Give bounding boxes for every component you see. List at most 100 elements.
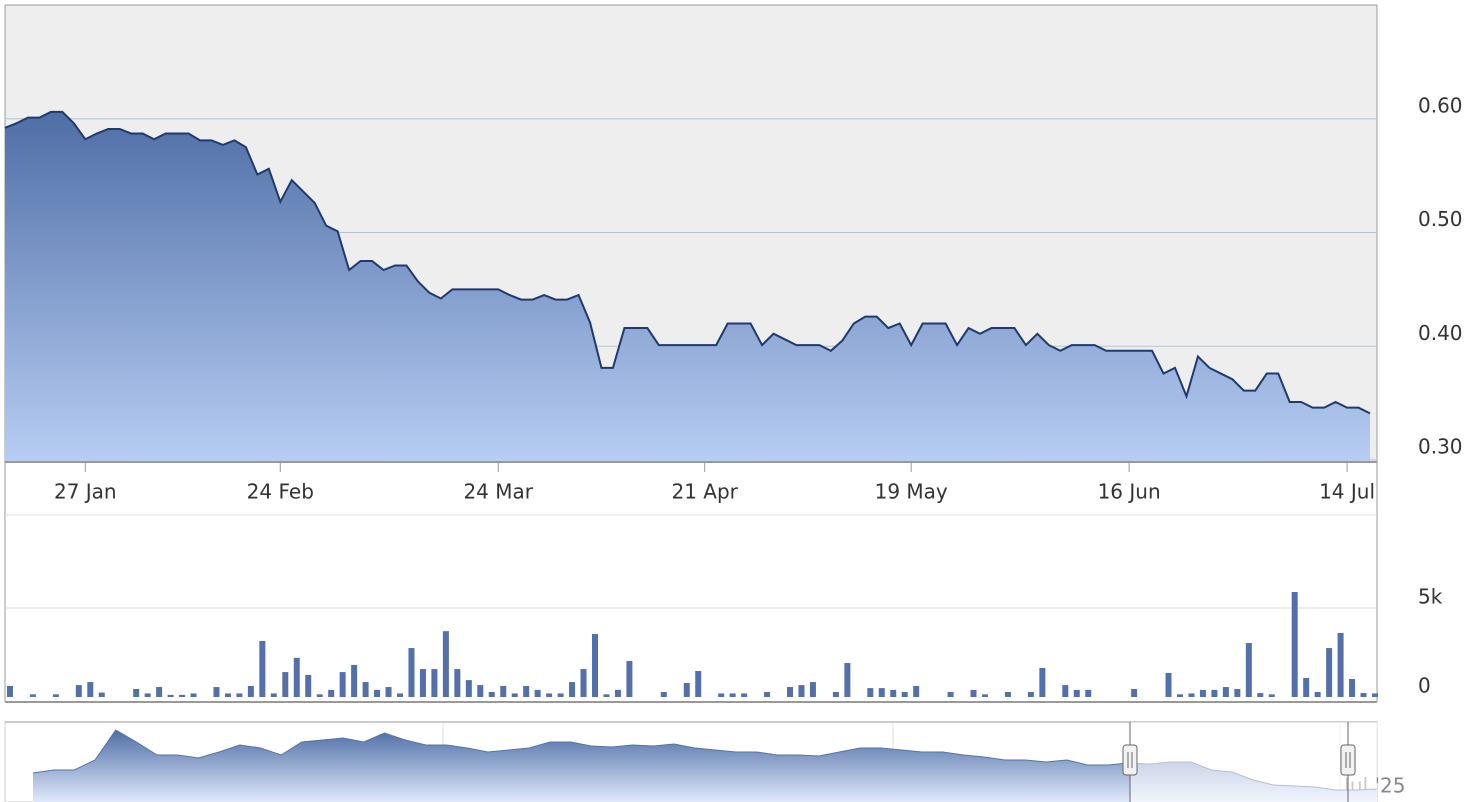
x-tick-label: 16 Jun [1098,480,1161,504]
volume-bar [1177,694,1183,697]
volume-bar [362,682,369,697]
y-tick-label: 5k [1418,585,1443,609]
volume-bar [1027,692,1034,697]
nav-area [33,730,1377,802]
volume-bar [98,692,105,697]
volume-bar [465,680,472,697]
volume-bar [1199,689,1206,697]
volume-bar [385,687,392,697]
volume-bar [179,694,186,697]
volume-bar [603,694,610,697]
volume-bar [270,693,277,697]
volume-bar [1062,685,1069,697]
nav-handle[interactable] [1340,744,1356,776]
price-area [5,111,1370,462]
volume-bar [1268,694,1275,697]
nav-handle[interactable] [1122,744,1138,776]
volume-bar [718,693,725,697]
x-tick-label: 24 Mar [463,480,533,504]
volume-bar [1165,672,1172,697]
volume-bar [947,692,954,697]
volume-bar [890,689,897,697]
x-tick-label: 14 Jul [1319,480,1375,504]
volume-bar [1234,688,1241,697]
volume-bar [1188,693,1195,697]
volume-bar [626,661,633,697]
y-tick-label: 0.50 [1418,207,1463,231]
volume-bar [156,687,163,697]
volume-bar [1257,693,1264,697]
volume-bar [1303,677,1310,697]
volume-bar [1222,687,1229,697]
volume-bar [454,669,461,697]
volume-bar [29,694,36,697]
x-tick-label: 24 Feb [247,480,314,504]
volume-bar [878,688,885,697]
volume-bar [224,693,231,697]
volume-bar [351,664,358,697]
volume-bar [832,692,839,697]
volume-bar [729,693,736,697]
volume-bar [1372,693,1378,697]
volume-bar [419,669,426,697]
volume-bar [1337,632,1344,697]
volume-bar [442,631,449,697]
volume-bar [213,687,220,697]
volume-bar [1004,692,1011,697]
volume-bar [1085,689,1092,697]
volume-bar [374,689,381,697]
y-tick-label: 0.30 [1418,435,1463,459]
volume-bar [809,682,816,697]
volume-bar [982,694,988,697]
volume-bar [305,674,312,697]
volume-bar [75,685,82,697]
volume-bar [764,692,771,697]
volume-bar [488,692,495,697]
volume-bar [431,669,438,697]
volume-bar [1245,643,1252,697]
volume-bar [523,685,530,697]
volume-bar [236,693,243,697]
volume-bar [1073,689,1080,697]
volume-bar [259,640,266,697]
volume-bar [683,682,690,697]
volume-bar [787,687,793,697]
volume-bar [144,693,151,697]
volume-bar [282,672,289,697]
x-tick-label: 19 May [875,480,948,504]
volume-bar [798,685,805,697]
volume-bar [52,694,59,697]
volume-bar [970,689,977,697]
volume-bar [1349,679,1356,697]
nav-unselected [1130,722,1377,802]
volume-bar [339,672,346,697]
volume-bar [247,685,254,697]
x-tick-label: 27 Jan [54,480,117,504]
price-line [4,110,1371,415]
volume-bar [557,693,564,697]
volume-bar [293,657,300,697]
volume-bar [844,663,851,697]
volume-bar [1360,693,1367,697]
volume-bar [580,669,587,697]
volume-bar [500,685,507,697]
volume-bar [511,693,518,697]
volume-bar [1314,692,1321,697]
volume-bar [569,682,576,697]
volume-bar [614,689,621,697]
volume-bar [1131,688,1138,697]
volume-bar [87,682,94,697]
volume-bar [741,693,748,697]
volume-bar [408,648,415,697]
volume-bar [7,685,13,697]
volume-bar [913,685,920,697]
y-tick-label: 0 [1418,674,1431,698]
volume-bar [397,693,403,697]
volume-bar [316,694,323,697]
volume-bar [1326,648,1333,697]
volume-bar [534,689,541,697]
volume-bar [867,688,874,697]
volume-bar [328,689,335,697]
volume-bar [1291,591,1298,697]
